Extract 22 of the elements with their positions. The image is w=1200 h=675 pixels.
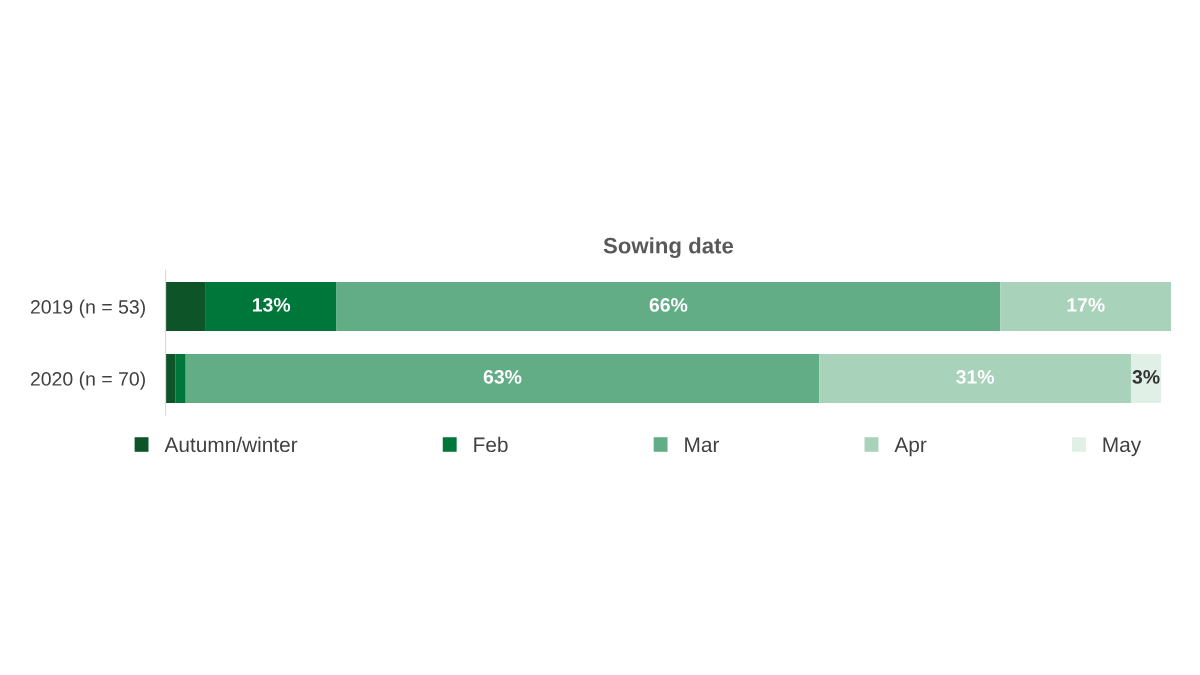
legend-label: Mar [685,437,720,453]
bar [165,354,176,404]
data-label: 31% [956,370,995,384]
legend-label: Feb [474,436,508,453]
data-label: 17% [1067,298,1105,312]
bar [336,282,1001,332]
chart-title: Sowing date [603,237,734,259]
data-label: 63% [483,370,522,384]
y-tick-label: 2020 (n = 70) [30,371,145,390]
bar [165,282,206,332]
bar [1000,282,1172,332]
legend-label: Autumn/winter [164,436,298,453]
y-tick-label: 2019 (n = 53) [30,299,145,318]
bar [819,354,1131,404]
data-label: 3% [1132,370,1160,384]
legend-label: Apr [894,437,927,457]
bar [185,354,820,404]
data-label: 13% [252,298,291,312]
bar [205,282,337,332]
legend-label: May [1103,437,1142,457]
bar [175,354,186,404]
data-label: 66% [649,298,688,312]
